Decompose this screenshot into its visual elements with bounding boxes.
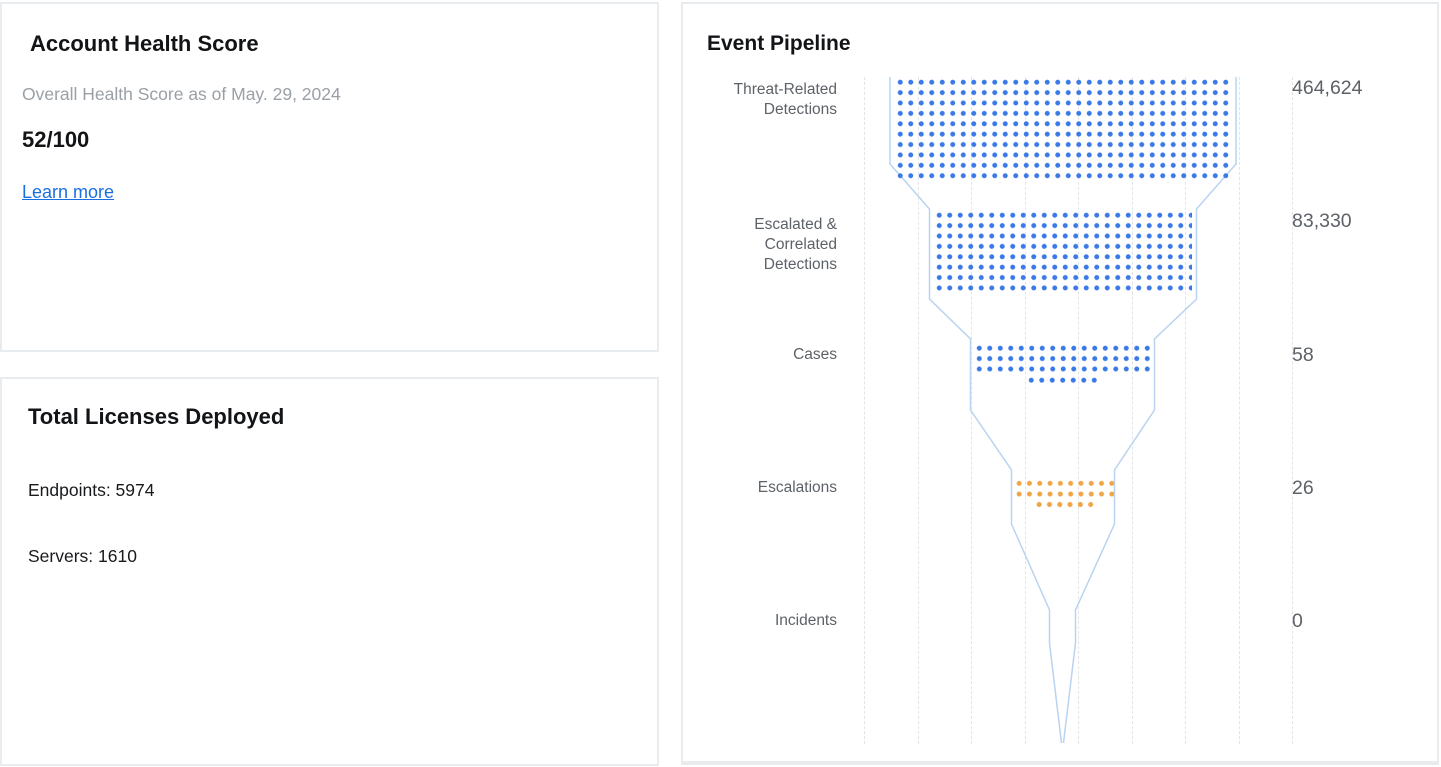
learn-more-link[interactable]: Learn more (22, 182, 115, 202)
gridline (1078, 77, 1079, 744)
stage-value-cases: 58 (1292, 344, 1314, 366)
event-pipeline-card: Event Pipeline Thre (681, 2, 1439, 765)
gridline (864, 77, 865, 744)
stage-value-escalated-correlated: 83,330 (1292, 210, 1352, 232)
health-score-value: 52/100 (22, 127, 90, 152)
stage-label-incidents: Incidents (774, 612, 837, 629)
health-score-subtitle: Overall Health Score as of May. 29, 2024 (22, 84, 341, 104)
gridline (1238, 77, 1240, 744)
stage-label-threat-detections: Threat-Related Detections (733, 81, 837, 118)
gridline (1024, 77, 1026, 744)
gridline (1292, 77, 1293, 744)
gridline (1185, 77, 1186, 744)
funnel-stage-dots-cases (974, 343, 1152, 375)
servers-count: Servers: 1610 (28, 546, 137, 566)
stage-label-escalated-correlated: Escalated & Correlated Detections (754, 216, 837, 273)
event-pipeline-title: Event Pipeline (707, 32, 851, 55)
funnel-stage-dots-escalations (1014, 478, 1114, 499)
total-licenses-card: Total Licenses Deployed Endpoints: 5974 … (0, 377, 659, 766)
gridline (917, 77, 919, 744)
funnel-stage-dots-escalations-partial-row (1034, 499, 1096, 510)
funnel-outline (889, 77, 1237, 744)
stage-value-escalations: 26 (1292, 477, 1314, 499)
gridline (1131, 77, 1133, 744)
account-health-card: Account Health Score Overall Health Scor… (0, 2, 659, 352)
funnel-chart: Threat-Related Detections Escalated & Co… (683, 4, 1441, 767)
stage-label-cases: Cases (793, 346, 837, 363)
endpoints-count: Endpoints: 5974 (28, 480, 155, 500)
funnel-stage-dots-escalated-correlated (934, 210, 1192, 294)
account-health-title: Account Health Score (30, 31, 259, 56)
stage-label-escalations: Escalations (757, 479, 837, 496)
stage-value-incidents: 0 (1292, 610, 1303, 632)
funnel-stage-dots-threat-detections (895, 77, 1232, 181)
funnel-stage-dots-cases-partial-row (1026, 375, 1100, 386)
total-licenses-title: Total Licenses Deployed (28, 404, 285, 429)
stage-value-threat-detections: 464,624 (1292, 77, 1363, 99)
